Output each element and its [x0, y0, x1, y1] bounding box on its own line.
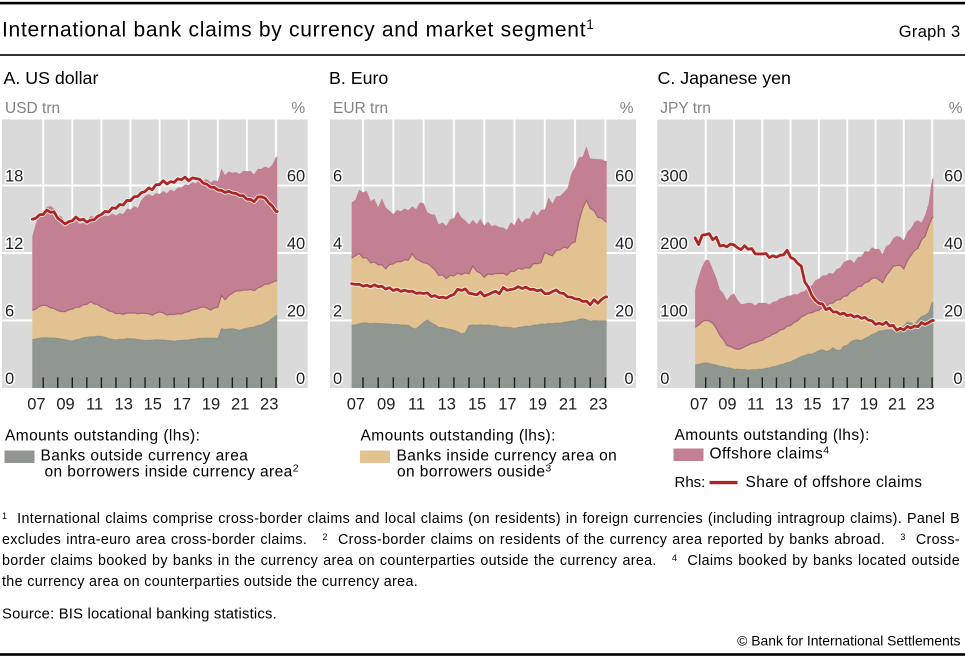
svg-text:15: 15 — [803, 396, 821, 414]
svg-text:Offshore claims4: Offshore claims4 — [710, 445, 830, 463]
svg-text:%: % — [620, 100, 634, 117]
svg-text:13: 13 — [438, 396, 456, 414]
svg-text:60: 60 — [287, 168, 305, 186]
svg-text:13: 13 — [775, 396, 793, 414]
svg-text:23: 23 — [589, 396, 607, 414]
svg-text:23: 23 — [260, 396, 278, 414]
svg-text:17: 17 — [498, 396, 516, 414]
svg-text:%: % — [291, 100, 305, 117]
svg-text:© Bank for International Settl: © Bank for International Settlements — [737, 633, 960, 649]
svg-text:200: 200 — [660, 235, 688, 253]
svg-text:0: 0 — [660, 370, 669, 388]
svg-text:%: % — [949, 100, 963, 117]
svg-text:Source: BIS locational banking: Source: BIS locational banking statistic… — [2, 607, 277, 623]
svg-text:09: 09 — [56, 396, 74, 414]
svg-text:International bank claims by c: International bank claims by currency an… — [2, 17, 594, 42]
svg-text:17: 17 — [173, 396, 191, 414]
svg-text:EUR trn: EUR trn — [333, 100, 388, 117]
svg-text:0: 0 — [5, 370, 14, 388]
svg-text:C. Japanese yen: C. Japanese yen — [658, 68, 791, 88]
svg-text:07: 07 — [27, 396, 45, 414]
svg-text:60: 60 — [615, 168, 633, 186]
svg-text:60: 60 — [944, 168, 962, 186]
svg-text:40: 40 — [615, 235, 633, 253]
svg-text:A. US dollar: A. US dollar — [4, 68, 99, 88]
svg-text:2: 2 — [333, 303, 342, 321]
svg-text:4: 4 — [333, 235, 342, 253]
svg-text:20: 20 — [944, 303, 962, 321]
svg-text:21: 21 — [888, 396, 906, 414]
svg-text:19: 19 — [529, 396, 547, 414]
svg-text:Banks inside currency area on: Banks inside currency area on — [397, 448, 618, 465]
svg-text:23: 23 — [916, 396, 934, 414]
svg-text:Amounts outstanding (lhs):: Amounts outstanding (lhs): — [5, 428, 200, 445]
svg-text:0: 0 — [624, 370, 633, 388]
svg-text:Banks outside currency area: Banks outside currency area — [41, 448, 249, 465]
svg-text:Share of offshore claims: Share of offshore claims — [746, 474, 923, 491]
svg-text:11: 11 — [408, 396, 425, 414]
svg-text:18: 18 — [5, 168, 23, 186]
svg-text:09: 09 — [718, 396, 736, 414]
svg-text:11: 11 — [86, 396, 103, 414]
svg-text:on borrowers ouside3: on borrowers ouside3 — [397, 463, 552, 481]
svg-text:19: 19 — [202, 396, 220, 414]
svg-text:Rhs:: Rhs: — [675, 474, 706, 491]
svg-text:20: 20 — [287, 303, 305, 321]
svg-text:15: 15 — [468, 396, 486, 414]
svg-text:07: 07 — [347, 396, 365, 414]
svg-text:40: 40 — [944, 235, 962, 253]
svg-text:Amounts outstanding (lhs):: Amounts outstanding (lhs): — [361, 428, 556, 445]
svg-text:0: 0 — [333, 370, 342, 388]
svg-text:19: 19 — [860, 396, 878, 414]
svg-text:09: 09 — [377, 396, 395, 414]
svg-text:0: 0 — [953, 370, 962, 388]
svg-text:6: 6 — [333, 168, 342, 186]
svg-text:6: 6 — [5, 303, 14, 321]
svg-text:20: 20 — [615, 303, 633, 321]
svg-text:17: 17 — [831, 396, 849, 414]
svg-text:on borrowers inside currency a: on borrowers inside currency area2 — [45, 463, 299, 481]
svg-text:21: 21 — [559, 396, 577, 414]
svg-text:15: 15 — [144, 396, 162, 414]
svg-text:Graph 3: Graph 3 — [899, 23, 961, 41]
svg-text:40: 40 — [287, 235, 305, 253]
svg-text:12: 12 — [5, 235, 23, 253]
svg-text:Amounts outstanding (lhs):: Amounts outstanding (lhs): — [675, 427, 870, 444]
svg-text:100: 100 — [660, 303, 688, 321]
svg-text:0: 0 — [296, 370, 305, 388]
svg-text:USD trn: USD trn — [5, 100, 60, 117]
svg-text:JPY trn: JPY trn — [660, 100, 711, 117]
svg-text:11: 11 — [747, 396, 764, 414]
svg-text:13: 13 — [115, 396, 133, 414]
svg-text:21: 21 — [231, 396, 249, 414]
svg-text:B. Euro: B. Euro — [329, 68, 388, 88]
svg-text:300: 300 — [660, 168, 688, 186]
svg-text:07: 07 — [690, 396, 708, 414]
